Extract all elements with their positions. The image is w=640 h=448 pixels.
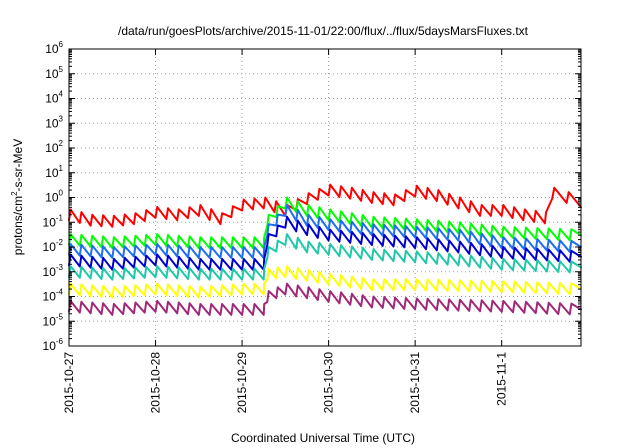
y-axis-label-superscript: 2 (10, 191, 19, 196)
series-line-3 (68, 204, 582, 259)
x-tick-label: 2015-10-30 (322, 352, 336, 414)
y-tick-label-exponent: -3 (56, 263, 64, 272)
y-tick-label-exponent: 6 (59, 40, 64, 49)
y-axis-label-prefix: protons/cm (11, 196, 25, 255)
y-tick-label-exponent: -2 (56, 238, 64, 247)
y-tick-label-base: 10 (43, 215, 57, 229)
y-tick-label-exponent: -6 (56, 337, 64, 346)
y-tick-label-exponent: 4 (59, 90, 64, 99)
y-tick-label-exponent: 1 (59, 164, 64, 173)
y-tick-label-base: 10 (43, 265, 57, 279)
y-tick-label-base: 10 (43, 339, 57, 353)
y-tick-label: 10-4 (43, 288, 64, 304)
y-tick-label-exponent: 3 (59, 114, 64, 123)
y-tick-label-base: 10 (45, 67, 59, 81)
chart-title: /data/run/goesPlots/archive/2015-11-01/2… (118, 24, 529, 38)
y-axis-label: protons/cm2-s-sr-MeV (10, 139, 25, 255)
y-tick-label-base: 10 (45, 116, 59, 130)
series-line-1 (68, 183, 582, 228)
x-tick-label: 2015-10-28 (149, 352, 163, 414)
y-tick-label: 105 (45, 65, 63, 81)
x-tick-label: 2015-10-31 (408, 352, 422, 414)
y-tick-label-exponent: 0 (59, 189, 64, 198)
y-tick-label: 100 (45, 189, 63, 205)
y-tick-label-base: 10 (43, 240, 57, 254)
y-tick-label-exponent: -5 (56, 312, 64, 321)
y-tick-label-base: 10 (45, 42, 59, 56)
x-tick-label: 2015-10-29 (235, 352, 249, 414)
series-line-5 (68, 233, 582, 281)
y-tick-label-base: 10 (43, 290, 57, 304)
y-tick-label-exponent: 2 (59, 139, 64, 148)
x-axis-label: Coordinated Universal Time (UTC) (231, 431, 415, 445)
y-tick-label-base: 10 (45, 141, 59, 155)
y-tick-label: 101 (45, 164, 63, 180)
series-line-6 (68, 265, 582, 299)
y-tick-label: 10-2 (43, 238, 64, 254)
y-tick-label-base: 10 (45, 92, 59, 106)
y-tick-label-base: 10 (45, 166, 59, 180)
series-line-4 (68, 215, 582, 271)
series-line-7 (68, 282, 582, 316)
y-tick-label: 104 (45, 90, 63, 106)
y-tick-label: 10-5 (43, 312, 64, 328)
y-tick-label-exponent: -1 (56, 213, 64, 222)
y-tick-label: 103 (45, 114, 63, 130)
y-tick-label-exponent: -4 (56, 288, 64, 297)
x-tick-label: 2015-10-27 (62, 352, 76, 414)
y-tick-label: 106 (45, 40, 63, 56)
series-line-2 (68, 196, 582, 250)
y-axis-ticks: 10610510410310210110010-110-210-310-410-… (43, 40, 581, 353)
x-tick-label: 2015-11-1 (495, 352, 509, 406)
y-tick-label-base: 10 (43, 314, 57, 328)
x-axis-ticks: 2015-10-27 2015-10-28 2015-10-29 2015-10-30… (62, 49, 509, 413)
y-tick-label: 102 (45, 139, 63, 155)
data-series (68, 183, 582, 316)
y-tick-label: 10-3 (43, 263, 64, 279)
y-tick-label-exponent: 5 (59, 65, 64, 74)
y-axis-label-suffix: -s-sr-MeV (11, 139, 25, 192)
y-tick-label: 10-1 (43, 213, 64, 229)
y-tick-label-base: 10 (45, 191, 59, 205)
y-tick-label: 10-6 (43, 337, 64, 353)
